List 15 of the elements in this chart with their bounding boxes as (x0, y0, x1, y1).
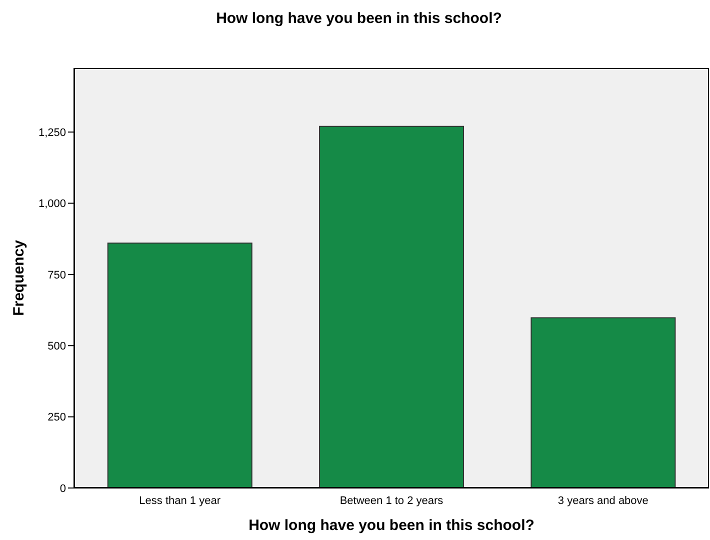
y-tick-label: 500 (48, 340, 66, 353)
x-tick-label: 3 years and above (558, 494, 648, 507)
bar (107, 242, 252, 488)
y-tick-label: 250 (48, 412, 66, 424)
bar (319, 126, 464, 488)
chart-title: How long have you been in this school? (215, 10, 503, 27)
x-tick-label: Between 1 to 2 years (340, 494, 444, 507)
y-tick-label: 0 (60, 482, 66, 495)
y-tick-label: 750 (48, 269, 66, 282)
y-tick-label: 1,250 (38, 126, 66, 139)
x-tick-label: Less than 1 year (139, 494, 221, 507)
y-axis-title: Frequency (10, 239, 28, 316)
y-tick-label: 1,000 (38, 198, 66, 210)
x-axis-title: How long have you been in this school? (248, 517, 534, 534)
bar (530, 317, 676, 488)
